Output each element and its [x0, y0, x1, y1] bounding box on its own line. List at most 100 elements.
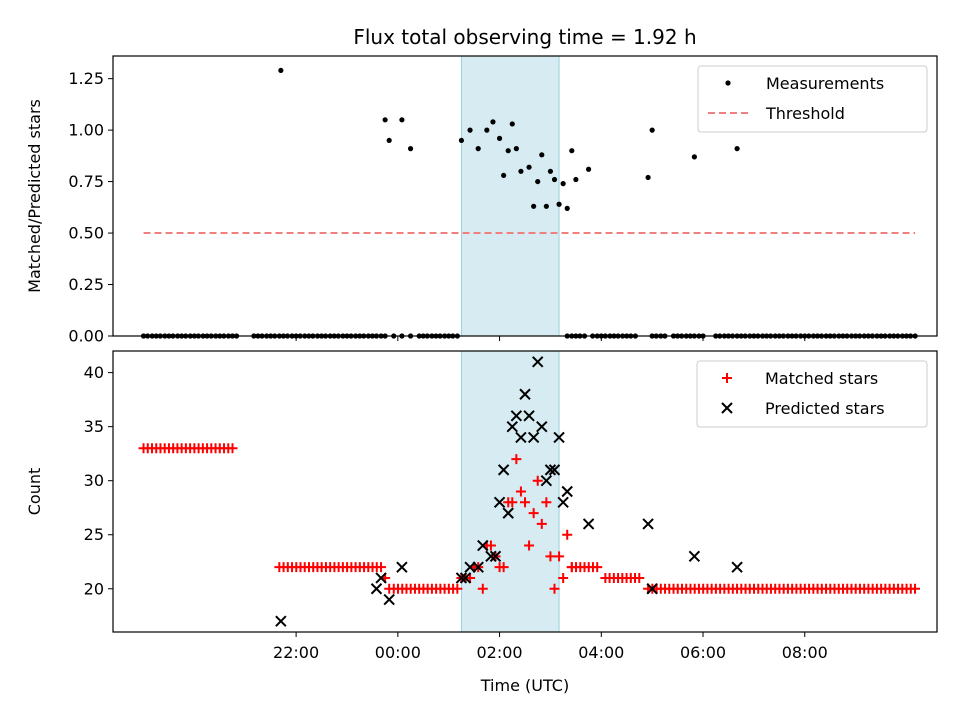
legend-box — [696, 360, 928, 428]
data-point — [556, 201, 562, 207]
data-point — [539, 152, 545, 158]
data-point — [731, 561, 743, 573]
legend: Matched stars Predicted stars — [696, 360, 928, 428]
data-point — [560, 181, 566, 187]
data-point — [493, 496, 506, 509]
y-axis-label: Matched/Predicted stars — [25, 99, 44, 293]
data-point — [585, 166, 592, 172]
data-point — [475, 146, 481, 152]
data-point — [489, 550, 502, 563]
data-point — [275, 615, 287, 627]
legend-label: Predicted stars — [765, 399, 885, 418]
data-point — [484, 127, 490, 133]
data-point — [557, 496, 569, 509]
top-panel: 0.00 0.25 0.50 0.75 1.00 1.25 Matched/Predicte… — [25, 55, 938, 346]
x-tick-label: 02:00 — [477, 643, 523, 662]
data-point — [910, 583, 921, 594]
data-point — [464, 561, 476, 573]
data-point — [490, 119, 496, 125]
data-point — [536, 420, 548, 433]
data-point — [592, 562, 603, 573]
data-point — [541, 497, 552, 508]
axes-frame — [112, 55, 938, 337]
data-point — [467, 127, 473, 133]
data-point — [646, 583, 658, 595]
data-point — [515, 431, 527, 444]
y-tick-label: 0.25 — [68, 275, 104, 294]
data-point — [528, 508, 539, 519]
legend-label: Matched stars — [765, 369, 878, 388]
data-point — [513, 146, 519, 152]
data-point — [523, 410, 535, 422]
data-point — [543, 203, 549, 209]
data-point — [582, 518, 595, 530]
data-point — [515, 486, 526, 497]
legend-swatch — [725, 80, 731, 86]
data-point — [544, 464, 557, 476]
data-point — [688, 550, 701, 563]
data-point — [532, 356, 544, 368]
legend-swatch — [721, 402, 733, 414]
data-point — [551, 176, 558, 183]
y-tick-label: 0.75 — [68, 172, 104, 191]
data-point — [506, 420, 518, 433]
data-point — [452, 583, 463, 594]
y-tick-label: 35 — [84, 417, 104, 436]
x-axis-label: Time (UTC) — [480, 676, 569, 695]
y-tick-label: 0.50 — [68, 224, 104, 243]
data-point — [509, 121, 515, 127]
data-point — [399, 117, 405, 123]
legend-label: Measurements — [766, 74, 884, 93]
y-axis-label: Count — [25, 468, 44, 516]
data-point — [511, 454, 522, 465]
data-point — [545, 551, 556, 562]
data-point — [569, 148, 575, 154]
observing-span — [460, 350, 560, 633]
data-point — [642, 518, 654, 530]
data-point — [535, 178, 541, 185]
data-point — [634, 572, 645, 583]
data-point — [561, 485, 573, 498]
bottom-panel: 20 25 30 35 40 22:00 00:00 02:00 04:00 06:00 08:00… — [25, 350, 938, 662]
y-tick-label: 30 — [84, 471, 104, 490]
data-point — [501, 172, 507, 179]
data-point — [382, 117, 388, 123]
observing-span — [460, 55, 560, 337]
data-point — [507, 497, 518, 508]
data-point — [455, 572, 468, 584]
y-tick-label: 20 — [84, 579, 104, 598]
data-point — [532, 475, 543, 486]
data-point — [518, 168, 524, 174]
data-point — [375, 572, 387, 584]
data-point — [564, 205, 570, 211]
data-point — [531, 203, 537, 209]
data-point — [485, 540, 496, 551]
data-point — [691, 154, 697, 160]
legend-swatch — [722, 373, 732, 383]
data-point — [540, 474, 553, 487]
data-point — [505, 148, 511, 154]
x-tick-label: 04:00 — [578, 643, 624, 662]
data-point — [497, 464, 510, 476]
data-point — [558, 572, 569, 583]
data-point — [477, 583, 488, 594]
figure-title: Flux total observing time = 1.92 h — [353, 25, 696, 49]
y-tick-label: 40 — [84, 363, 104, 382]
series-matched-stars — [138, 443, 921, 594]
data-point — [459, 572, 472, 584]
legend: Measurements Threshold — [697, 65, 928, 133]
data-point — [526, 164, 532, 170]
data-point — [562, 529, 573, 540]
data-point — [458, 137, 465, 144]
data-point — [520, 497, 530, 508]
data-point — [396, 561, 408, 573]
data-point — [472, 561, 484, 573]
data-point — [477, 539, 489, 552]
data-point — [549, 583, 560, 594]
data-point — [553, 431, 565, 444]
data-point — [527, 431, 540, 444]
data-point — [548, 464, 561, 476]
data-point — [407, 146, 414, 152]
x-tick-label: 00:00 — [375, 643, 421, 662]
